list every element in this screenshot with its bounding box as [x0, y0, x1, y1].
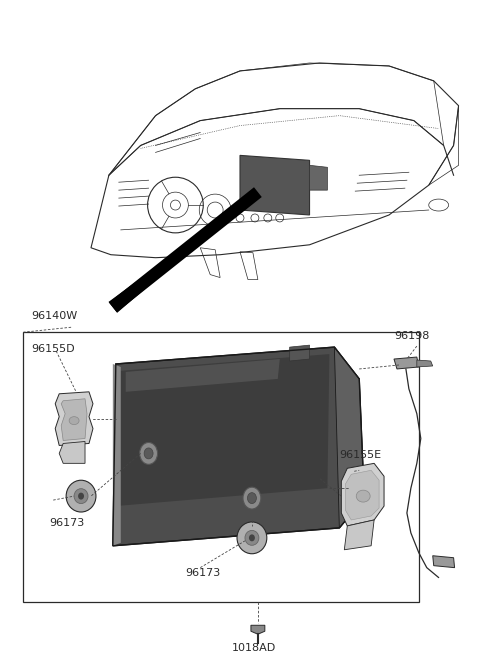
Ellipse shape [140, 442, 157, 464]
Ellipse shape [144, 448, 153, 459]
Polygon shape [55, 392, 93, 445]
Text: 96140W: 96140W [31, 311, 78, 321]
Bar [24, 332, 419, 602]
Polygon shape [113, 364, 121, 546]
Polygon shape [126, 359, 280, 392]
Polygon shape [394, 357, 419, 369]
Text: 1018AD: 1018AD [232, 643, 276, 653]
Text: 96155D: 96155D [31, 344, 75, 354]
Polygon shape [417, 360, 433, 367]
Ellipse shape [237, 522, 267, 554]
Ellipse shape [248, 493, 256, 503]
Polygon shape [344, 520, 374, 550]
Polygon shape [289, 345, 310, 361]
Polygon shape [59, 442, 85, 463]
Polygon shape [433, 556, 455, 568]
Ellipse shape [356, 490, 370, 502]
Polygon shape [335, 347, 364, 528]
Text: 96155E: 96155E [339, 450, 382, 461]
Ellipse shape [74, 489, 88, 503]
Polygon shape [310, 166, 327, 190]
Text: 96198: 96198 [394, 331, 429, 341]
Polygon shape [240, 155, 310, 215]
Polygon shape [345, 470, 379, 520]
Ellipse shape [249, 534, 255, 541]
Polygon shape [61, 399, 87, 440]
Ellipse shape [69, 417, 79, 424]
Ellipse shape [66, 480, 96, 512]
Polygon shape [116, 354, 329, 506]
Ellipse shape [245, 530, 259, 545]
Polygon shape [108, 192, 258, 313]
Text: 96173: 96173 [185, 568, 221, 578]
Polygon shape [341, 463, 384, 526]
Text: 96173: 96173 [49, 518, 84, 528]
Polygon shape [251, 625, 265, 634]
Ellipse shape [243, 487, 261, 509]
Polygon shape [113, 347, 364, 546]
Ellipse shape [78, 493, 84, 499]
